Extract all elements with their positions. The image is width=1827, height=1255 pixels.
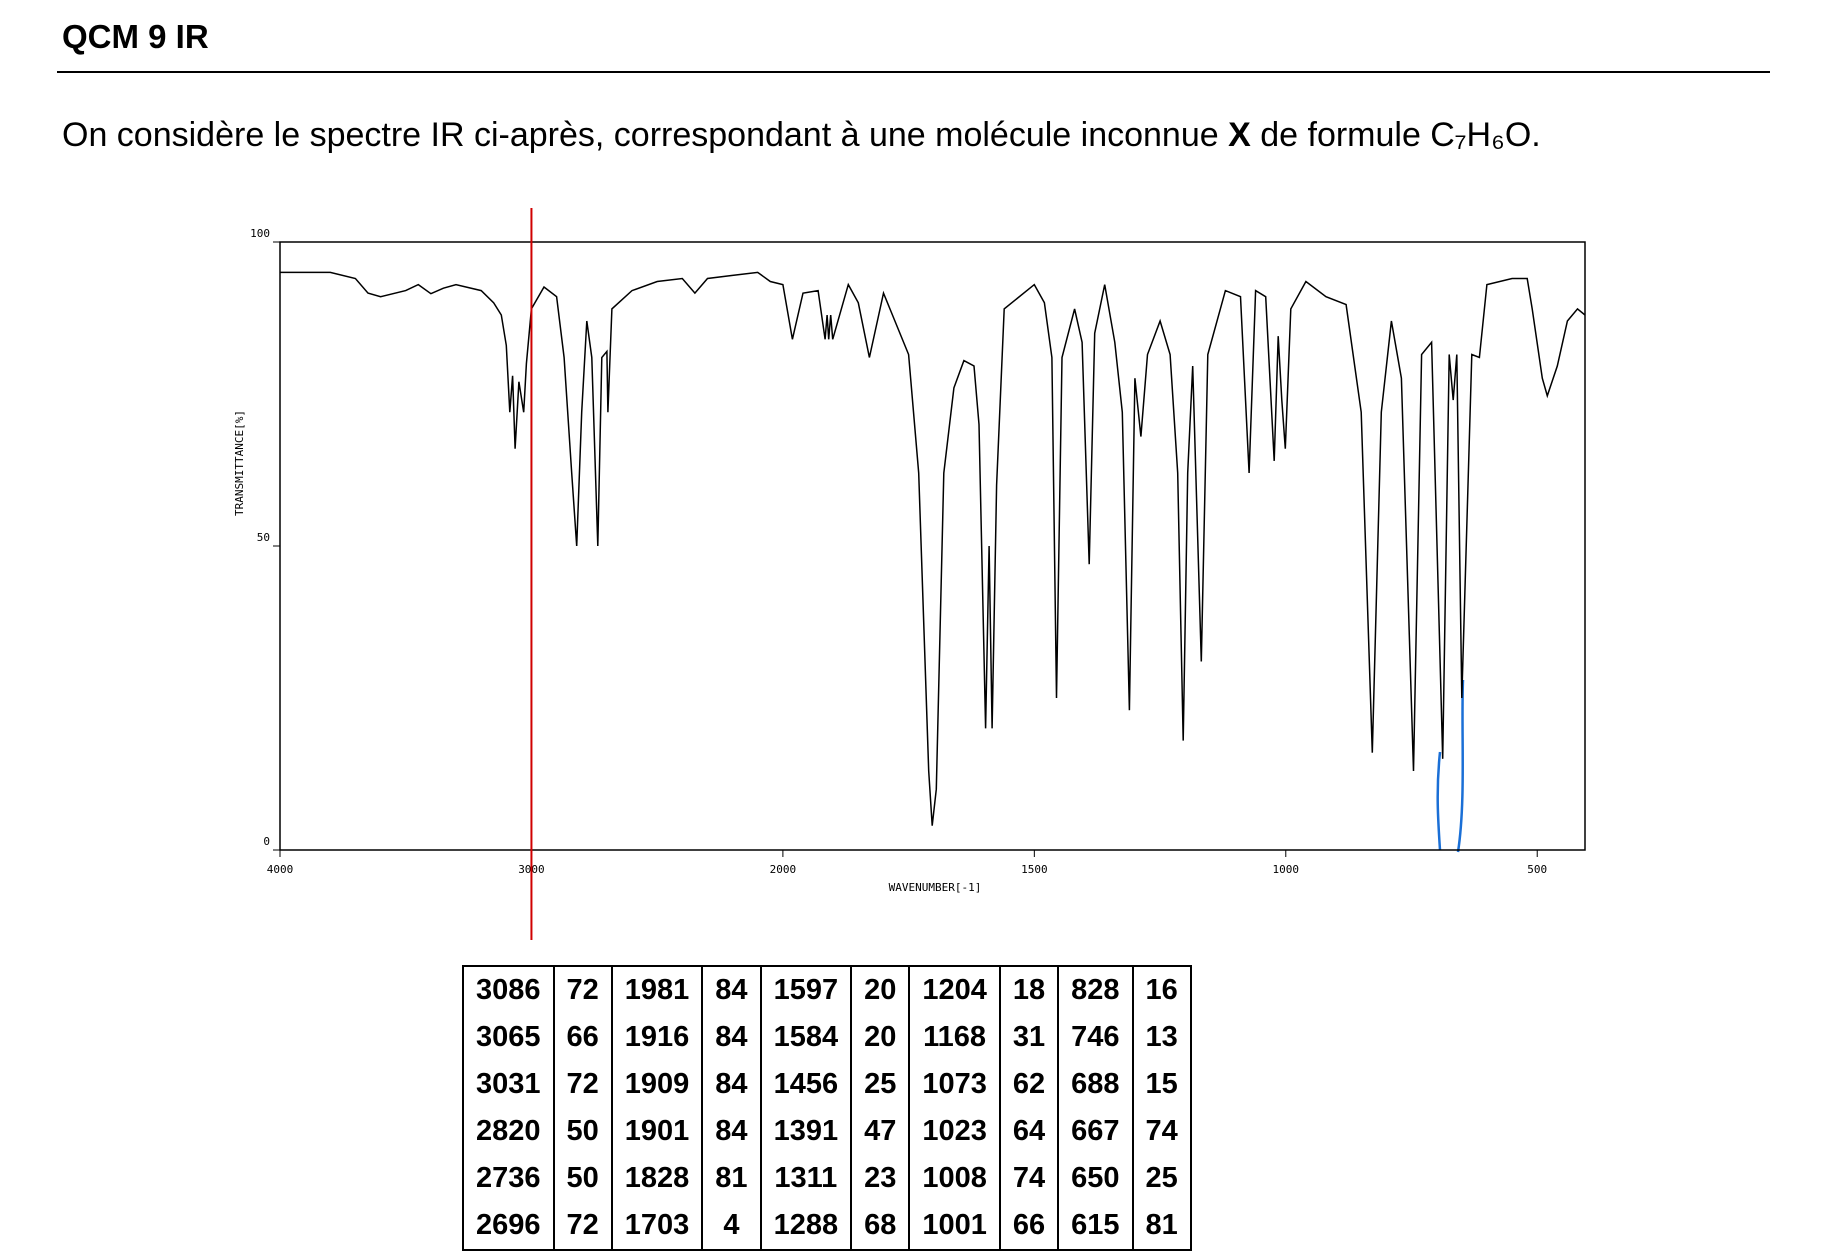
table-cell: 74 — [998, 1155, 1060, 1202]
table-cell: 25 — [1131, 1155, 1192, 1202]
x-tick-label: 500 — [1527, 863, 1547, 876]
chart: TRANSMITTANCE[%] WAVENUMBER[-1] 40003000… — [233, 208, 1586, 940]
table-row: 3031 72 1909 84 1456 25 1073 62 688 15 — [462, 1061, 1192, 1108]
table-cell: 84 — [701, 1061, 762, 1108]
table-cell: 50 — [552, 1155, 613, 1202]
y-tick-label: 0 — [263, 835, 270, 848]
table-cell: 20 — [850, 965, 911, 1014]
table-cell: 1311 — [759, 1155, 853, 1202]
x-tick-label: 1000 — [1273, 863, 1300, 876]
table-cell: 828 — [1057, 965, 1134, 1014]
intro-bold: X — [1228, 116, 1251, 154]
table-cell: 2696 — [462, 1202, 555, 1251]
table-cell: 1909 — [610, 1061, 704, 1108]
table-cell: 3086 — [462, 965, 555, 1014]
table-cell: 1916 — [610, 1014, 704, 1061]
table-row: 3086 72 1981 84 1597 20 1204 18 828 16 — [462, 965, 1192, 1014]
table-cell: 3031 — [462, 1061, 555, 1108]
intro: On considère le spectre IR ci-après, cor… — [62, 116, 1541, 155]
table-cell: 74 — [1131, 1108, 1192, 1155]
table-cell: 72 — [552, 1061, 613, 1108]
table-cell: 3065 — [462, 1014, 555, 1061]
table-cell: 1456 — [759, 1061, 853, 1108]
table-cell: 1168 — [908, 1014, 1001, 1061]
table-cell: 1073 — [908, 1061, 1001, 1108]
table-cell: 15 — [1131, 1061, 1192, 1108]
table-cell: 84 — [701, 965, 762, 1014]
table-cell: 13 — [1131, 1014, 1192, 1061]
table-cell: 667 — [1057, 1108, 1134, 1155]
table-cell: 18 — [998, 965, 1060, 1014]
table-cell: 72 — [552, 1202, 613, 1251]
table-cell: 1288 — [759, 1202, 853, 1251]
table-row: 3065 66 1916 84 1584 20 1168 31 746 13 — [462, 1014, 1192, 1061]
annotation-scribble — [1436, 679, 1465, 853]
table-cell: 50 — [552, 1108, 613, 1155]
intro-text: de formule C₇H₆O. — [1250, 116, 1541, 154]
table-cell: 650 — [1057, 1155, 1134, 1202]
table-cell: 47 — [850, 1108, 911, 1155]
table-cell: 1391 — [759, 1108, 853, 1155]
peak-table: 3086 72 1981 84 1597 20 1204 18 828 16 3065 66 1916 8… — [462, 965, 1192, 1251]
table-cell: 1204 — [908, 965, 1001, 1014]
table-cell: 1001 — [908, 1202, 1001, 1251]
x-tick-label: 4000 — [267, 863, 294, 876]
x-axis-label: WAVENUMBER[-1] — [889, 881, 982, 894]
spectrum-line — [280, 271, 1586, 826]
table-cell: 1828 — [610, 1155, 704, 1202]
table-cell: 1703 — [610, 1202, 704, 1251]
table-cell: 72 — [552, 965, 613, 1014]
table-cell: 84 — [701, 1014, 762, 1061]
table-cell: 62 — [998, 1061, 1060, 1108]
table-cell: 1597 — [759, 965, 853, 1014]
table-cell: 2736 — [462, 1155, 555, 1202]
table-cell: 81 — [701, 1155, 762, 1202]
table-cell: 746 — [1057, 1014, 1134, 1061]
table-cell: 1981 — [610, 965, 704, 1014]
x-tick-label: 2000 — [770, 863, 797, 876]
table-cell: 16 — [1131, 965, 1192, 1014]
table-cell: 2820 — [462, 1108, 555, 1155]
y-tick-label: 50 — [257, 531, 270, 544]
table-cell: 66 — [552, 1014, 613, 1061]
table-cell: 688 — [1057, 1061, 1134, 1108]
table-cell: 23 — [850, 1155, 911, 1202]
table-cell: 66 — [998, 1202, 1060, 1251]
table-cell: 1008 — [908, 1155, 1001, 1202]
plot-frame — [279, 241, 1586, 851]
table-cell: 615 — [1057, 1202, 1134, 1251]
title: QCM 9 IR — [62, 18, 209, 55]
y-axis-label: TRANSMITTANCE[%] — [233, 410, 246, 516]
table-cell: 1584 — [759, 1014, 853, 1061]
y-tick-label: 100 — [250, 227, 270, 240]
table-cell: 25 — [850, 1061, 911, 1108]
x-tick-label: 1500 — [1021, 863, 1048, 876]
table-cell: 64 — [998, 1108, 1060, 1155]
table-cell: 68 — [850, 1202, 911, 1251]
table-cell: 20 — [850, 1014, 911, 1061]
table-row: 2696 72 1703 4 1288 68 1001 66 615 81 — [462, 1202, 1192, 1251]
table-cell: 4 — [701, 1202, 762, 1251]
table-row: 2820 50 1901 84 1391 47 1023 64 667 74 — [462, 1108, 1192, 1155]
table-cell: 31 — [998, 1014, 1060, 1061]
table-cell: 1901 — [610, 1108, 704, 1155]
intro-text: On considère le spectre IR ci-après, cor… — [62, 116, 1229, 154]
table-cell: 84 — [701, 1108, 762, 1155]
rule — [57, 71, 1770, 73]
table-cell: 81 — [1131, 1202, 1192, 1251]
table-row: 2736 50 1828 81 1311 23 1008 74 650 25 — [462, 1155, 1192, 1202]
table-cell: 1023 — [908, 1108, 1001, 1155]
